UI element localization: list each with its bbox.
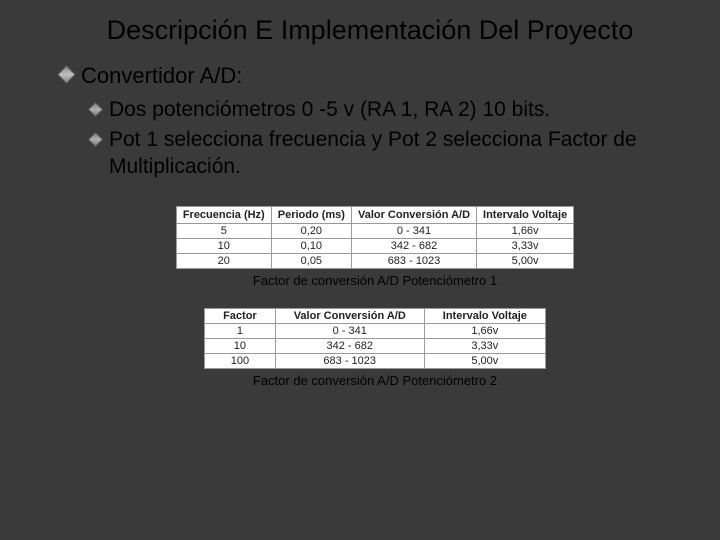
cell: 683 - 1023	[275, 354, 424, 369]
diamond-bullet-icon	[57, 65, 75, 83]
table-row: 5 0,20 0 - 341 1,66v	[176, 224, 573, 239]
col-header: Periodo (ms)	[271, 207, 351, 224]
conversion-table-2: Factor Valor Conversión A/D Intervalo Vo…	[204, 308, 546, 369]
table-row: 10 342 - 682 3,33v	[205, 339, 546, 354]
cell: 0,10	[271, 239, 351, 254]
cell: 1	[205, 324, 276, 339]
cell: 10	[205, 339, 276, 354]
table-row: 1 0 - 341 1,66v	[205, 324, 546, 339]
cell: 3,33v	[477, 239, 574, 254]
cell: 0 - 341	[275, 324, 424, 339]
cell: 0,20	[271, 224, 351, 239]
table-row: 10 0,10 342 - 682 3,33v	[176, 239, 573, 254]
col-header: Intervalo Voltaje	[424, 309, 545, 324]
col-header: Valor Conversión A/D	[275, 309, 424, 324]
cell: 20	[176, 254, 271, 269]
table-header-row: Frecuencia (Hz) Periodo (ms) Valor Conve…	[176, 207, 573, 224]
cell: 342 - 682	[351, 239, 476, 254]
cell: 5,00v	[424, 354, 545, 369]
table-row: 20 0,05 683 - 1023 5,00v	[176, 254, 573, 269]
list-item: Pot 1 selecciona frecuencia y Pot 2 sele…	[90, 126, 680, 181]
section-heading: Convertidor A/D:	[60, 62, 680, 91]
cell: 683 - 1023	[351, 254, 476, 269]
slide: Descripción E Implementación Del Proyect…	[60, 14, 680, 388]
list-item: Dos potenciómetros 0 -5 v (RA 1, RA 2) 1…	[90, 96, 680, 123]
cell: 0 - 341	[351, 224, 476, 239]
cell: 5,00v	[477, 254, 574, 269]
table-caption-2: Factor de conversión A/D Potenciómetro 2	[70, 373, 680, 388]
section-label: Convertidor A/D:	[81, 62, 242, 91]
col-header: Intervalo Voltaje	[477, 207, 574, 224]
bullet-text: Pot 1 selecciona frecuencia y Pot 2 sele…	[109, 126, 649, 181]
table-caption-1: Factor de conversión A/D Potenciómetro 1	[70, 273, 680, 288]
cell: 5	[176, 224, 271, 239]
cell: 10	[176, 239, 271, 254]
col-header: Frecuencia (Hz)	[176, 207, 271, 224]
bullet-text: Dos potenciómetros 0 -5 v (RA 1, RA 2) 1…	[109, 96, 550, 123]
cell: 100	[205, 354, 276, 369]
cell: 0,05	[271, 254, 351, 269]
cell: 342 - 682	[275, 339, 424, 354]
cell: 1,66v	[424, 324, 545, 339]
col-header: Factor	[205, 309, 276, 324]
cell: 1,66v	[477, 224, 574, 239]
diamond-bullet-icon	[88, 102, 104, 118]
diamond-bullet-icon	[88, 131, 104, 147]
cell: 3,33v	[424, 339, 545, 354]
conversion-table-1: Frecuencia (Hz) Periodo (ms) Valor Conve…	[176, 206, 574, 269]
table-header-row: Factor Valor Conversión A/D Intervalo Vo…	[205, 309, 546, 324]
tables-area: Frecuencia (Hz) Periodo (ms) Valor Conve…	[70, 206, 680, 388]
slide-title: Descripción E Implementación Del Proyect…	[60, 14, 680, 48]
bullet-list: Dos potenciómetros 0 -5 v (RA 1, RA 2) 1…	[90, 96, 680, 180]
col-header: Valor Conversión A/D	[351, 207, 476, 224]
table-row: 100 683 - 1023 5,00v	[205, 354, 546, 369]
